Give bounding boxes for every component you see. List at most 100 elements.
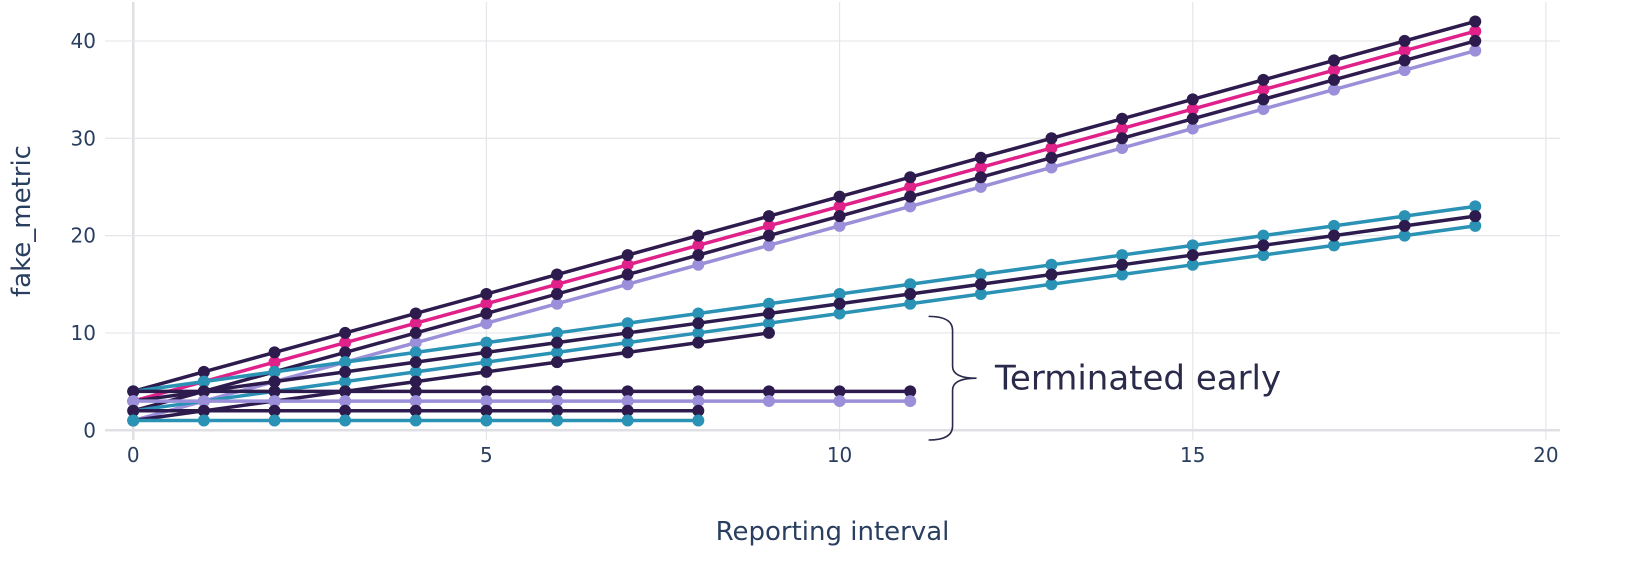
data-point bbox=[621, 336, 634, 349]
data-point bbox=[1257, 229, 1270, 242]
data-point bbox=[762, 326, 775, 339]
data-point bbox=[268, 404, 281, 417]
data-point bbox=[197, 395, 210, 408]
data-point bbox=[480, 365, 493, 378]
data-point bbox=[1116, 258, 1129, 271]
data-point bbox=[551, 278, 564, 291]
series bbox=[127, 25, 1482, 408]
data-point bbox=[551, 268, 564, 281]
data-point bbox=[621, 385, 634, 398]
data-point bbox=[409, 414, 422, 427]
data-point bbox=[621, 317, 634, 330]
series-line bbox=[133, 331, 770, 423]
data-point bbox=[1469, 200, 1482, 213]
data-point bbox=[904, 297, 917, 310]
data-point bbox=[1116, 112, 1129, 125]
data-point bbox=[833, 210, 846, 223]
data-point bbox=[621, 258, 634, 271]
data-point bbox=[1116, 142, 1129, 154]
y-tick-label: 40 bbox=[71, 29, 96, 53]
data-point bbox=[409, 404, 422, 417]
series bbox=[127, 210, 1482, 408]
series-line bbox=[133, 214, 1476, 403]
data-point bbox=[833, 200, 846, 213]
data-point bbox=[480, 395, 493, 408]
data-point bbox=[339, 326, 352, 339]
data-point bbox=[1186, 258, 1199, 271]
data-point bbox=[268, 365, 281, 378]
data-point bbox=[339, 336, 352, 349]
data-point bbox=[1045, 161, 1058, 174]
data-point bbox=[904, 288, 917, 300]
series bbox=[127, 395, 917, 408]
data-point bbox=[1186, 112, 1199, 125]
data-point bbox=[1257, 93, 1270, 106]
data-point bbox=[339, 385, 352, 398]
data-point bbox=[762, 219, 775, 232]
data-point bbox=[197, 385, 210, 398]
annotation-brace bbox=[928, 315, 977, 441]
data-point bbox=[480, 404, 493, 417]
data-point bbox=[692, 307, 705, 320]
data-point bbox=[197, 414, 210, 427]
data-point bbox=[1186, 103, 1199, 116]
series-lines bbox=[127, 15, 1482, 427]
data-point bbox=[339, 414, 352, 427]
data-point bbox=[1469, 44, 1482, 57]
data-point bbox=[1045, 151, 1058, 164]
data-point bbox=[1469, 34, 1482, 47]
data-point bbox=[762, 239, 775, 252]
annotation-text: Terminated early bbox=[994, 359, 1281, 399]
data-point bbox=[621, 414, 634, 427]
data-point bbox=[409, 336, 422, 349]
data-point bbox=[762, 229, 775, 242]
data-point bbox=[692, 249, 705, 262]
data-point bbox=[833, 297, 846, 310]
data-point bbox=[1469, 210, 1482, 223]
data-point bbox=[974, 288, 987, 300]
data-point bbox=[1045, 142, 1058, 154]
data-point bbox=[1327, 83, 1340, 96]
data-point bbox=[692, 229, 705, 242]
data-point bbox=[339, 356, 352, 369]
data-point bbox=[409, 307, 422, 320]
data-point bbox=[1469, 219, 1482, 232]
series bbox=[127, 15, 1482, 398]
data-point bbox=[551, 336, 564, 349]
data-point bbox=[904, 385, 917, 398]
data-point bbox=[1327, 64, 1340, 77]
data-point bbox=[762, 317, 775, 330]
data-point bbox=[621, 278, 634, 291]
x-tick-label: 0 bbox=[127, 443, 140, 467]
data-point bbox=[1398, 34, 1411, 47]
x-tick-label: 10 bbox=[827, 443, 852, 467]
data-point bbox=[1045, 278, 1058, 291]
series-line bbox=[133, 224, 1476, 413]
y-tick-label: 0 bbox=[83, 418, 96, 442]
data-point bbox=[833, 219, 846, 232]
data-point bbox=[762, 395, 775, 408]
data-point bbox=[551, 414, 564, 427]
data-point bbox=[833, 395, 846, 408]
data-point bbox=[339, 395, 352, 408]
data-point bbox=[409, 346, 422, 359]
data-point bbox=[268, 395, 281, 408]
data-point bbox=[551, 346, 564, 359]
y-tick-label: 10 bbox=[71, 321, 96, 345]
data-point bbox=[1257, 103, 1270, 116]
data-point bbox=[551, 356, 564, 369]
x-axis-title: Reporting interval bbox=[716, 517, 950, 547]
data-point bbox=[692, 385, 705, 398]
data-point bbox=[409, 326, 422, 339]
series-line bbox=[132, 39, 1476, 413]
data-point bbox=[1327, 219, 1340, 232]
data-point bbox=[268, 414, 281, 427]
data-point bbox=[551, 326, 564, 339]
data-point bbox=[1327, 54, 1340, 67]
data-point bbox=[127, 395, 140, 408]
x-tick-label: 5 bbox=[480, 443, 493, 467]
data-point bbox=[1186, 93, 1199, 106]
data-point bbox=[621, 268, 634, 281]
data-point bbox=[974, 171, 987, 184]
data-point bbox=[480, 297, 493, 310]
